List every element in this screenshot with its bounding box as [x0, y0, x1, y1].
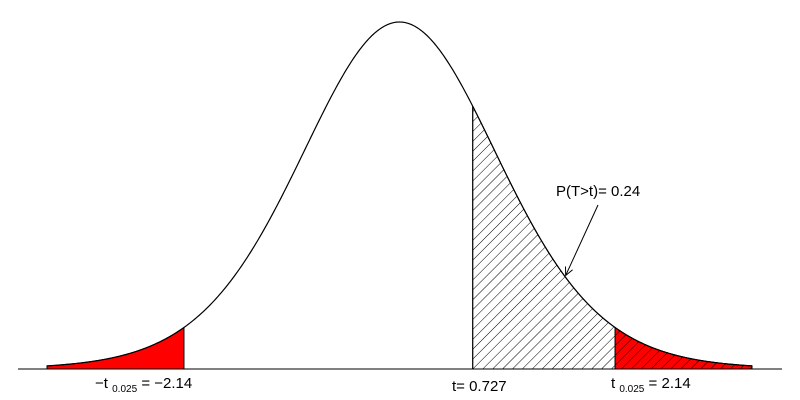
- left-critical-value: = −2.14: [141, 375, 192, 392]
- left-critical-subscript: 0.025: [112, 384, 137, 395]
- t-observed-label: t= 0.727: [452, 378, 507, 395]
- p-value-label: P(T>t)= 0.24: [556, 183, 640, 200]
- p-value-arrow: [565, 204, 599, 276]
- right-critical-label: t 0.025 = 2.14: [611, 375, 691, 396]
- p-value-arrowhead: [565, 266, 573, 277]
- p-value-hatched-area: [472, 105, 753, 370]
- right-critical-value: = 2.14: [649, 375, 691, 392]
- left-critical-label: −t 0.025 = −2.14: [95, 375, 192, 396]
- right-critical-subscript: 0.025: [619, 384, 644, 395]
- right-rejection-hatch-overlay: [615, 327, 752, 369]
- density-curve: [46, 21, 753, 367]
- right-critical-prefix: t: [611, 375, 616, 392]
- left-rejection-region: [46, 326, 185, 370]
- left-critical-prefix: −t: [95, 375, 109, 392]
